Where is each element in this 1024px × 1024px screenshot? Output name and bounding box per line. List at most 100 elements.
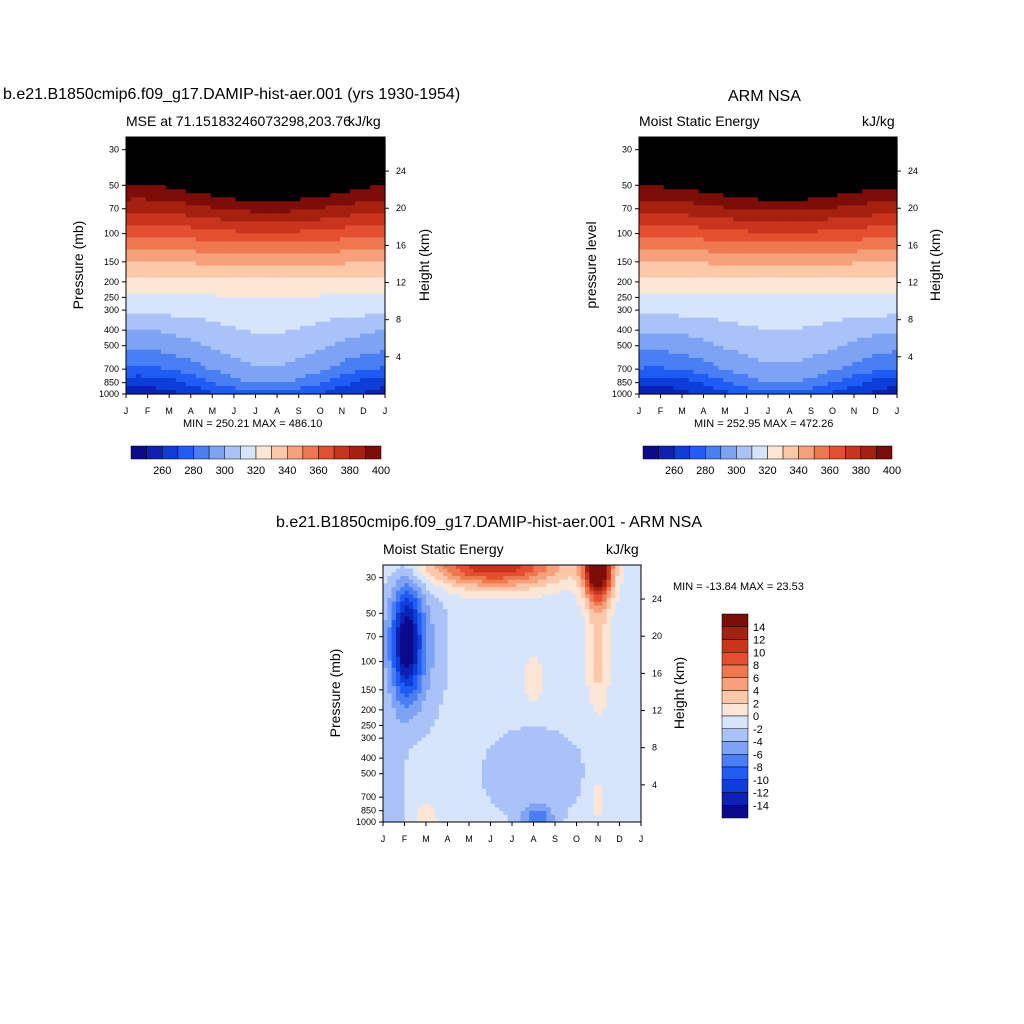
contour-cell [250,137,257,142]
contour-cell [758,157,764,162]
contour-cell [325,281,331,287]
contour-cell [723,173,729,178]
contour-cell [215,189,222,194]
contour-cell [305,225,311,230]
contour-cell [310,217,316,222]
contour-cell [255,141,262,146]
contour-cell [335,149,341,154]
contour-cell [126,177,132,182]
contour-cell [165,309,172,315]
contour-cell [290,241,296,247]
contour-cell [335,341,341,347]
contour-cell [763,153,769,158]
contour-cell [145,225,152,230]
contour-cell [673,177,680,182]
contour-cell [220,385,227,391]
contour-cell [155,257,162,263]
contour-cell [653,201,660,206]
contour-cell [310,325,316,331]
contour-cell [330,233,336,238]
contour-cell [250,381,257,387]
contour-cell [340,373,346,379]
contour-cell [305,321,311,327]
contour-cell [280,377,286,383]
contour-cell [255,337,262,343]
contour-cell [355,261,361,267]
contour-cell [345,305,351,311]
contour-cell [170,337,177,343]
contour-cell [355,213,361,218]
contour-cell [225,317,232,323]
contour-cell [748,385,754,391]
contour-cell [165,321,172,327]
contour-cell [300,237,306,243]
contour-cell [708,273,715,279]
contour-cell [135,189,142,194]
contour-cell [290,249,296,255]
contour-cell [648,189,655,194]
contour-cell [280,221,286,226]
contour-cell [380,357,386,363]
contour-cell [260,237,267,243]
contour-cell [215,277,222,283]
contour-cell [240,261,247,267]
contour-cell [140,361,147,367]
contour-cell [698,189,705,194]
contour-cell [335,261,341,267]
contour-cell [190,229,197,234]
contour-cell [648,269,655,275]
contour-cell [305,185,311,190]
contour-cell [170,253,177,259]
contour-cell [295,273,301,279]
contour-cell [265,329,272,335]
contour-cell [175,213,182,218]
contour-cell [265,273,272,279]
contour-cell [668,301,675,307]
contour-cell [683,389,690,395]
contour-cell [235,357,242,363]
contour-cell [753,321,759,327]
contour-cell [295,225,301,230]
contour-cell [340,365,346,371]
contour-cell [170,221,177,226]
contour-cell [220,349,227,355]
contour-cell [305,205,311,210]
contour-cell [370,341,376,347]
contour-cell [360,317,366,323]
contour-cell [668,293,675,299]
contour-cell [290,181,296,186]
contour-cell [155,385,162,391]
contour-cell [140,257,147,263]
contour-cell [648,257,655,263]
contour-cell [335,185,341,190]
contour-cell [728,357,734,363]
contour-cell [295,185,301,190]
contour-cell [713,169,719,174]
contour-cell [305,389,311,395]
contour-cell [290,345,296,351]
contour-cell [693,265,700,271]
contour-cell [743,357,749,363]
contour-cell [723,249,729,255]
contour-cell [295,169,301,174]
contour-cell [728,337,734,343]
contour-cell [285,249,291,255]
contour-cell [130,361,137,367]
contour-cell [160,197,167,202]
contour-cell [126,137,132,142]
contour-cell [265,137,272,142]
contour-cell [758,281,764,287]
contour-cell [160,137,167,142]
contour-cell [688,329,695,335]
contour-cell [235,381,242,387]
contour-cell [240,317,247,323]
contour-cell [360,277,366,283]
contour-cell [668,261,675,267]
contour-cell [753,209,759,214]
contour-cell [215,141,222,146]
contour-cell [155,189,162,194]
contour-cell [678,325,685,331]
contour-cell [195,313,202,319]
contour-cell [240,265,247,271]
contour-cell [330,373,336,379]
